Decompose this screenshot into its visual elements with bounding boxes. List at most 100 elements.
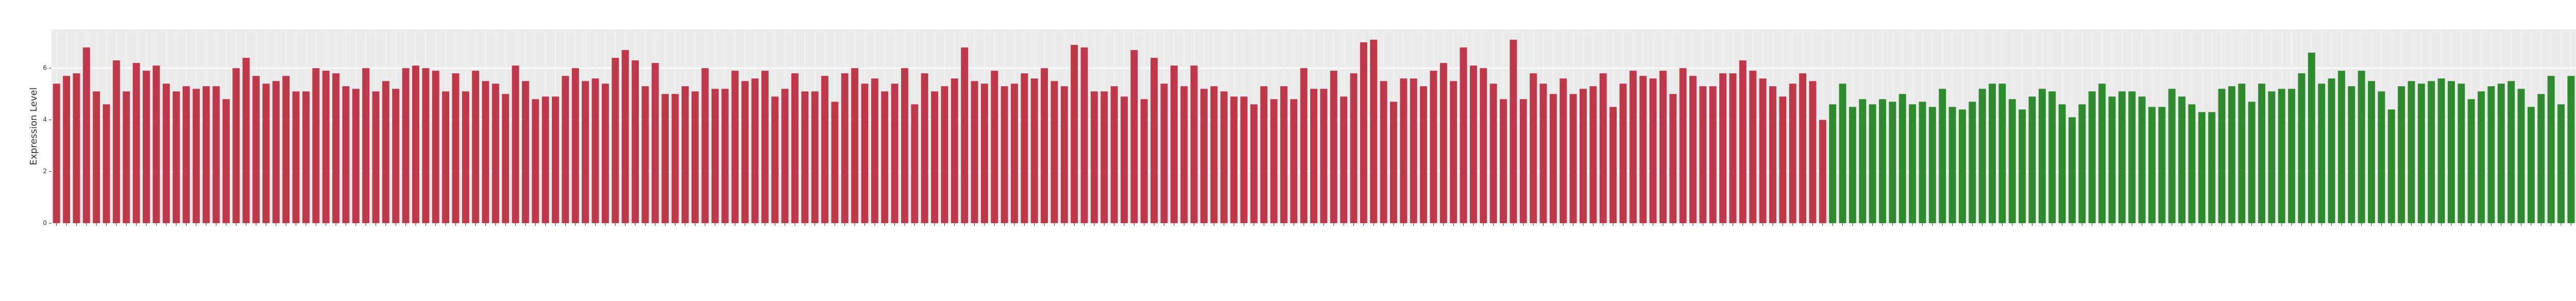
bar [2527,107,2535,223]
bar [1380,81,1387,223]
bar [392,89,400,223]
bar [2318,83,2326,223]
bar [1071,45,1078,223]
bar [582,81,589,223]
bar [2038,89,2046,223]
bar [173,91,180,223]
bar [2238,83,2246,223]
bar [482,81,489,223]
bar [1140,99,1148,223]
bar [1709,86,1717,223]
y-tick-label: 4 [43,116,47,123]
bar [402,68,410,223]
bar [781,89,789,223]
bar [2478,91,2485,223]
bar [1659,71,1667,224]
bar [262,83,270,223]
bar [1809,81,1817,223]
bar [432,71,439,224]
bar [1500,99,1507,223]
bar [2428,81,2435,223]
bar [2158,107,2166,223]
bar [2537,94,2545,223]
bar [252,76,260,224]
bar [711,89,719,223]
bar [63,76,71,224]
bar [601,83,609,223]
bar [1160,83,1168,223]
bar [771,96,779,223]
bar [2008,99,2016,223]
bar [1549,94,1557,223]
bar [232,68,240,223]
bar [821,76,828,224]
bar [761,71,769,224]
bar [512,65,519,223]
bar [2178,96,2186,223]
bar [1060,86,1068,223]
bar [851,68,859,223]
bar [2098,83,2106,223]
bar [961,47,969,224]
bar [112,60,120,223]
bar [2288,89,2296,223]
bar [302,91,310,223]
bar [1001,86,1008,223]
bar [2218,89,2226,223]
bar [332,73,340,223]
bar [571,68,579,223]
bar [541,96,549,223]
bar [1998,83,2006,223]
bar [2368,81,2375,223]
bar [2547,76,2555,224]
bar [2248,102,2256,223]
bar [82,47,90,224]
bar [2128,91,2136,223]
bar [1011,83,1018,223]
bar [1539,83,1547,223]
bar [412,65,419,223]
bar [612,58,619,223]
bar [1350,73,1358,223]
bar [2208,112,2216,223]
bar [442,91,450,223]
bar [1469,65,1477,223]
bar [2118,91,2126,223]
bar [152,65,160,223]
bar [2278,89,2285,223]
bar [2198,112,2206,223]
bar [2567,76,2575,224]
bar [1819,120,1826,223]
bar [1948,107,1956,223]
bar [721,89,729,223]
bar [931,91,939,223]
bar [662,94,669,223]
bar [1370,40,1378,223]
bar [881,91,889,223]
bar [1030,78,1038,223]
bar [691,91,699,223]
bar [422,68,430,223]
bar [2078,104,2086,223]
bar [1729,73,1737,223]
bar [891,83,899,223]
bar [1190,65,1198,223]
bar [342,86,350,223]
bar [1210,86,1218,223]
bar [941,86,948,223]
bar [1180,86,1188,223]
bar [2298,73,2306,223]
bar [701,68,709,223]
bar [1928,107,1936,223]
bar [731,71,739,224]
bar [1629,71,1637,224]
bar [2487,86,2495,223]
bar [552,96,560,223]
bar [841,73,849,223]
bar [2417,83,2425,223]
bar [1041,68,1048,223]
bar [791,73,799,223]
bar [1050,81,1058,223]
